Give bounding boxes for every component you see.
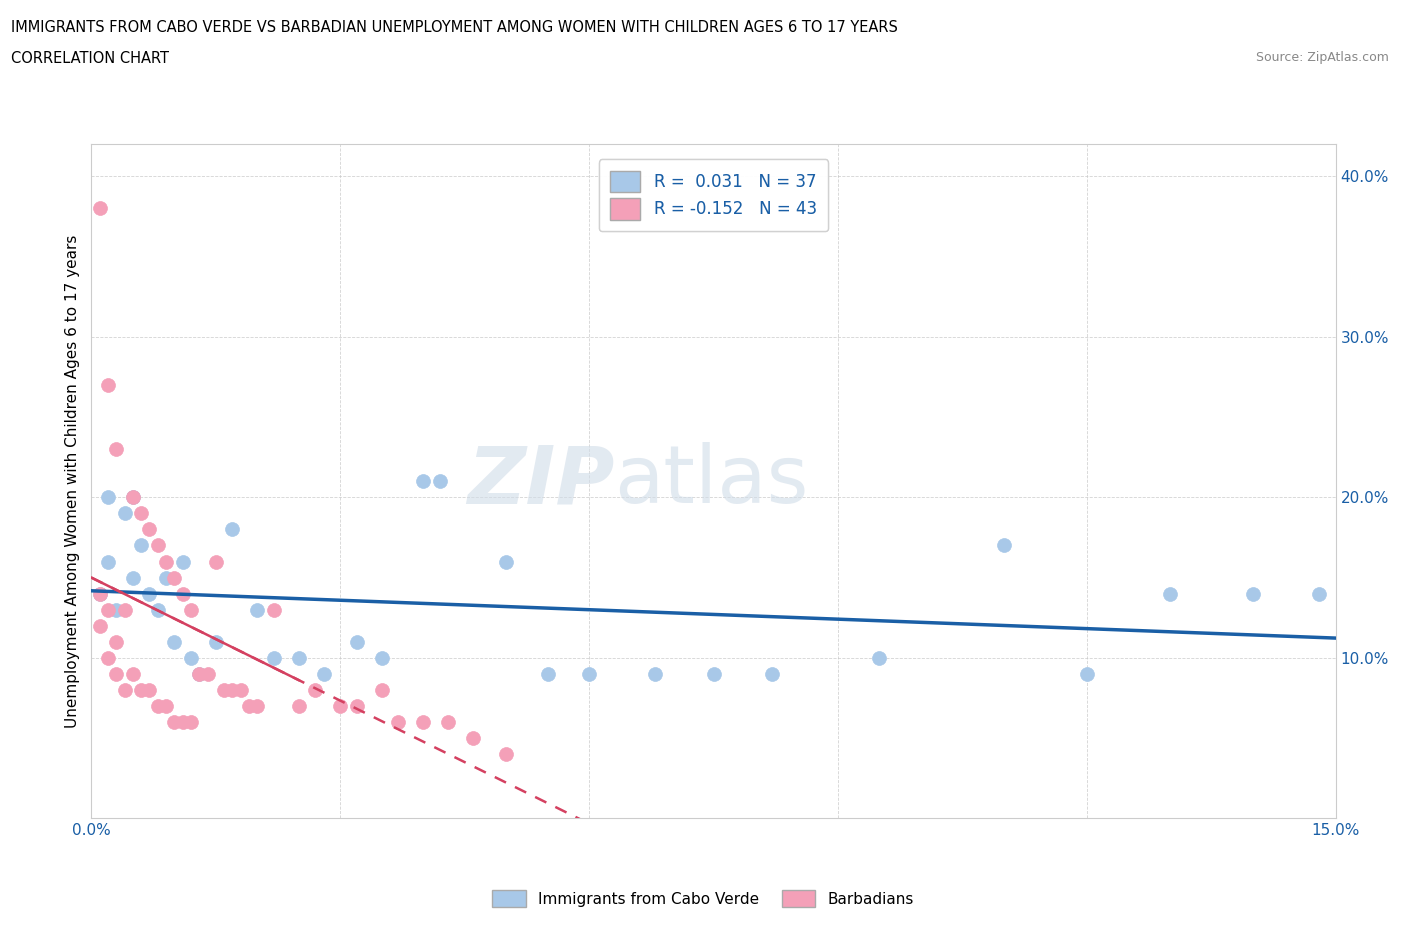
Point [1308,586,1330,601]
Point [146,603,169,618]
Point [1159,586,1181,601]
Text: CORRELATION CHART: CORRELATION CHART [11,51,169,66]
Point [89,618,111,633]
Point [155,570,177,585]
Point [97,650,120,665]
Point [412,474,434,489]
Point [1076,667,1098,682]
Point [180,603,202,618]
Point [89,201,111,216]
Point [197,667,219,682]
Point [412,714,434,729]
Point [346,698,368,713]
Point [146,538,169,553]
Point [180,650,202,665]
Point [138,522,160,537]
Point [129,683,152,698]
Point [129,538,152,553]
Text: atlas: atlas [614,443,808,520]
Point [387,714,409,729]
Point [121,490,145,505]
Point [155,698,177,713]
Point [263,650,285,665]
Point [304,683,326,698]
Point [644,667,666,682]
Point [105,634,128,649]
Point [163,714,186,729]
Point [287,650,309,665]
Point [188,667,211,682]
Point [172,586,194,601]
Point [312,667,335,682]
Point [163,570,186,585]
Point [114,506,136,521]
Point [97,378,120,392]
Text: IMMIGRANTS FROM CABO VERDE VS BARBADIAN UNEMPLOYMENT AMONG WOMEN WITH CHILDREN A: IMMIGRANTS FROM CABO VERDE VS BARBADIAN … [11,20,898,35]
Point [869,650,891,665]
Text: ZIP: ZIP [467,443,614,520]
Point [495,554,517,569]
Point [229,683,252,698]
Point [89,586,111,601]
Point [105,603,128,618]
Point [1241,586,1264,601]
Point [205,634,228,649]
Text: Source: ZipAtlas.com: Source: ZipAtlas.com [1256,51,1389,64]
Point [172,554,194,569]
Point [371,683,394,698]
Point [993,538,1015,553]
Y-axis label: Unemployment Among Women with Children Ages 6 to 17 years: Unemployment Among Women with Children A… [65,234,80,728]
Legend: R =  0.031   N = 37, R = -0.152   N = 43: R = 0.031 N = 37, R = -0.152 N = 43 [599,159,828,232]
Point [121,490,145,505]
Point [495,747,517,762]
Point [97,490,120,505]
Point [138,586,160,601]
Point [287,698,309,713]
Point [138,683,160,698]
Point [114,683,136,698]
Point [221,683,243,698]
Point [163,634,186,649]
Point [536,667,558,682]
Point [105,442,128,457]
Point [89,586,111,601]
Point [146,698,169,713]
Point [180,714,202,729]
Point [121,667,145,682]
Point [97,554,120,569]
Point [172,714,194,729]
Point [212,683,235,698]
Point [263,603,285,618]
Point [702,667,725,682]
Point [97,603,120,618]
Point [437,714,460,729]
Point [221,522,243,537]
Point [461,731,484,746]
Point [371,650,394,665]
Point [329,698,352,713]
Point [205,554,228,569]
Point [121,570,145,585]
Point [578,667,600,682]
Point [105,667,128,682]
Point [188,667,211,682]
Point [429,474,451,489]
Legend: Immigrants from Cabo Verde, Barbadians: Immigrants from Cabo Verde, Barbadians [486,884,920,913]
Point [761,667,783,682]
Point [129,506,152,521]
Point [155,554,177,569]
Point [114,603,136,618]
Point [346,634,368,649]
Point [246,603,269,618]
Point [238,698,260,713]
Point [246,698,269,713]
